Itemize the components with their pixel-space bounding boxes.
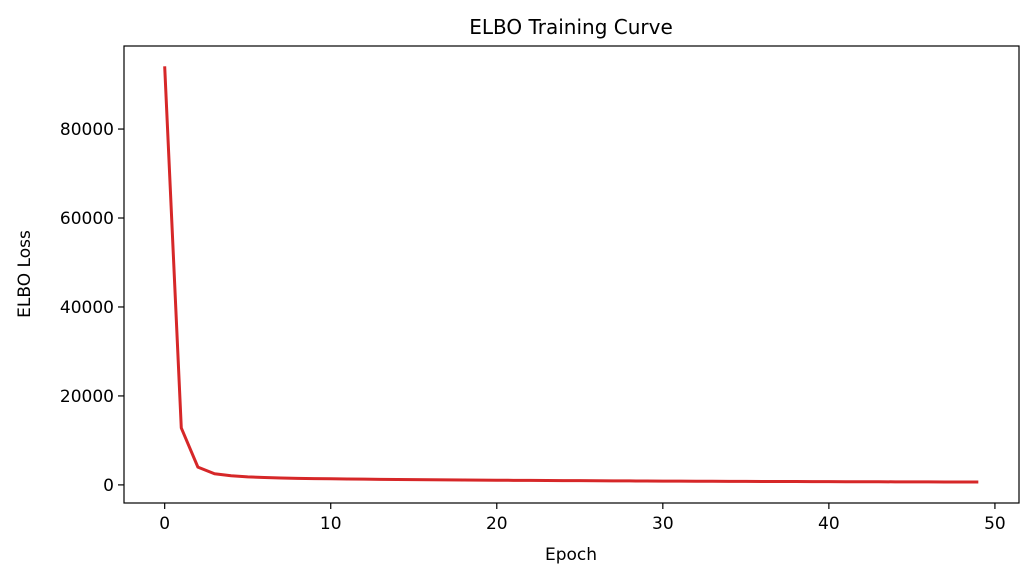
chart-title: ELBO Training Curve (469, 15, 673, 39)
y-tick-label: 20000 (60, 387, 114, 407)
y-tick-label: 40000 (60, 298, 114, 318)
y-tick-label: 0 (103, 476, 114, 496)
x-tick-label: 0 (159, 514, 170, 534)
y-axis-label: ELBO Loss (15, 230, 35, 318)
x-tick-label: 50 (984, 514, 1006, 534)
x-tick-label: 40 (818, 514, 840, 534)
x-tick-label: 30 (652, 514, 674, 534)
x-axis-label: Epoch (545, 545, 597, 565)
x-tick-label: 20 (486, 514, 508, 534)
data-line (163, 66, 979, 484)
x-tick-label: 10 (320, 514, 342, 534)
y-tick-label: 80000 (60, 120, 114, 140)
y-tick-label: 60000 (60, 209, 114, 229)
plot-frame (123, 45, 1020, 504)
